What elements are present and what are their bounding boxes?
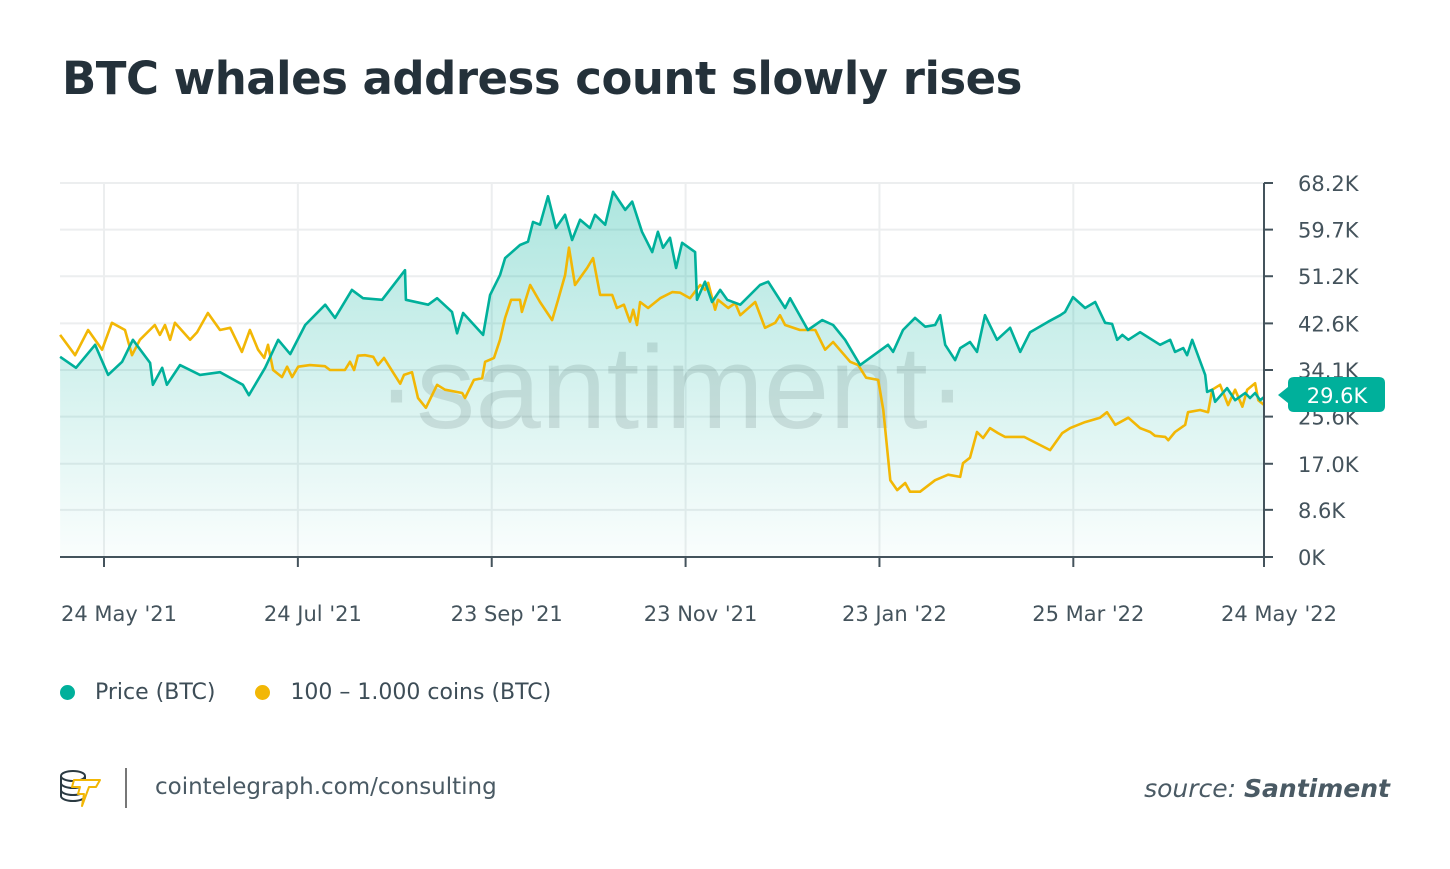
y-tick-label: 68.2K xyxy=(1298,172,1360,196)
x-tick-label: 24 Jul '21 xyxy=(264,602,362,626)
y-tick-label: 51.2K xyxy=(1298,265,1360,289)
x-tick-label: 24 May '22 xyxy=(1221,602,1337,626)
legend-dot-price xyxy=(60,685,75,700)
x-tick-label: 24 May '21 xyxy=(61,602,177,626)
chart-title: BTC whales address count slowly rises xyxy=(62,52,1022,105)
footer-url-link[interactable]: cointelegraph.com/consulting xyxy=(155,774,497,800)
legend: Price (BTC) 100 – 1.000 coins (BTC) xyxy=(60,680,591,705)
legend-label: 100 – 1.000 coins (BTC) xyxy=(290,680,552,705)
y-tick-label: 8.6K xyxy=(1298,499,1346,523)
y-tick-label: 42.6K xyxy=(1298,312,1360,336)
whales-line xyxy=(59,246,1266,493)
legend-dot-whales xyxy=(255,685,271,700)
source-name: Santiment xyxy=(1244,774,1390,803)
x-tick-label: 23 Sep '21 xyxy=(451,602,563,626)
y-tick-label: 0K xyxy=(1298,546,1326,570)
x-tick-label: 23 Nov '21 xyxy=(644,602,758,626)
current-value-badge: 29.6K xyxy=(1278,377,1385,412)
footer-divider xyxy=(125,768,127,808)
cointelegraph-logo-icon xyxy=(60,770,101,807)
y-tick-label: 17.0K xyxy=(1298,453,1360,477)
x-tick-label: 25 Mar '22 xyxy=(1032,602,1144,626)
line-chart: ·santiment· 0K8.6K17.0K25.6K34.1K42.6K51… xyxy=(59,172,1385,626)
axes: 0K8.6K17.0K25.6K34.1K42.6K51.2K59.7K68.2… xyxy=(60,172,1360,626)
legend-label: Price (BTC) xyxy=(95,680,216,705)
series-group xyxy=(59,190,1266,558)
price-line xyxy=(59,190,1266,404)
legend-item-price[interactable]: Price (BTC) xyxy=(60,680,215,705)
x-tick-label: 23 Jan '22 xyxy=(842,602,947,626)
y-tick-label: 59.7K xyxy=(1298,219,1360,243)
source-credit: source: Santiment xyxy=(1144,774,1390,803)
current-value-label: 29.6K xyxy=(1307,384,1369,408)
source-label: source: xyxy=(1144,774,1237,803)
legend-item-whales[interactable]: 100 – 1.000 coins (BTC) xyxy=(255,680,551,705)
